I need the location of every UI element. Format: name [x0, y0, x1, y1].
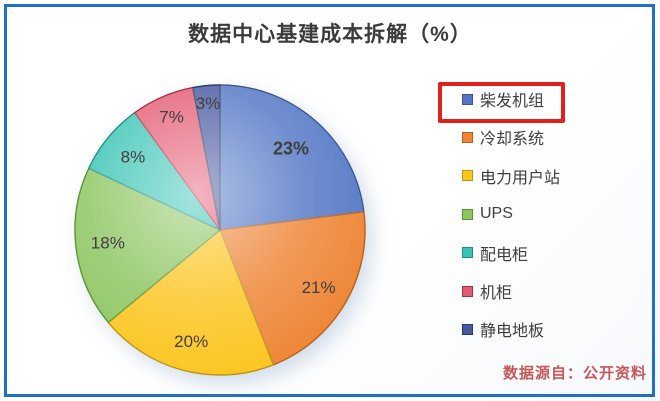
legend-label: UPS — [480, 205, 513, 223]
legend-item-1: 冷却系统 — [462, 126, 544, 148]
pie-slice-label-6: 3% — [196, 94, 221, 113]
chart-title: 数据中心基建成本拆解（%） — [188, 23, 472, 46]
legend-swatch-icon — [462, 247, 473, 259]
pie-slice-label-1: 21% — [302, 278, 336, 297]
pie-slice-label-4: 8% — [121, 147, 146, 166]
legend-label: 电力用户站 — [480, 169, 561, 187]
legend-item-0: 柴发机组 — [462, 88, 544, 110]
legend-item-4: 配电柜 — [462, 242, 528, 264]
pie-chart: 23% 21% 20% 18% 8% 7% 3% — [74, 84, 366, 376]
legend-swatch-icon — [462, 208, 473, 220]
legend-item-6: 静电地板 — [462, 318, 544, 340]
legend-swatch-icon — [462, 170, 473, 182]
pie-slices — [74, 84, 366, 376]
legend-item-3: UPS — [462, 203, 513, 225]
legend-item-5: 机柜 — [462, 280, 512, 302]
source-note: 数据源自：公开资料 — [502, 366, 647, 382]
legend-label: 冷却系统 — [480, 131, 545, 149]
legend-item-2: 电力用户站 — [462, 165, 560, 187]
legend-swatch-icon — [462, 285, 473, 297]
pie-slice-label-2: 20% — [174, 332, 208, 351]
legend-swatch-icon — [462, 93, 473, 105]
pie-slice-label-5: 7% — [159, 108, 184, 127]
legend-label: 机柜 — [480, 285, 513, 302]
pie-slice-label-0: 23% — [273, 138, 309, 158]
legend-label: 静电地板 — [480, 323, 545, 341]
legend-swatch-icon — [462, 131, 473, 143]
legend-label: 配电柜 — [480, 246, 529, 264]
legend-label: 柴发机组 — [480, 93, 545, 110]
legend-swatch-icon — [462, 323, 473, 335]
pie-slice-labels: 23% 21% 20% 18% 8% 7% 3% — [91, 94, 336, 351]
pie-slice-label-3: 18% — [91, 234, 125, 253]
